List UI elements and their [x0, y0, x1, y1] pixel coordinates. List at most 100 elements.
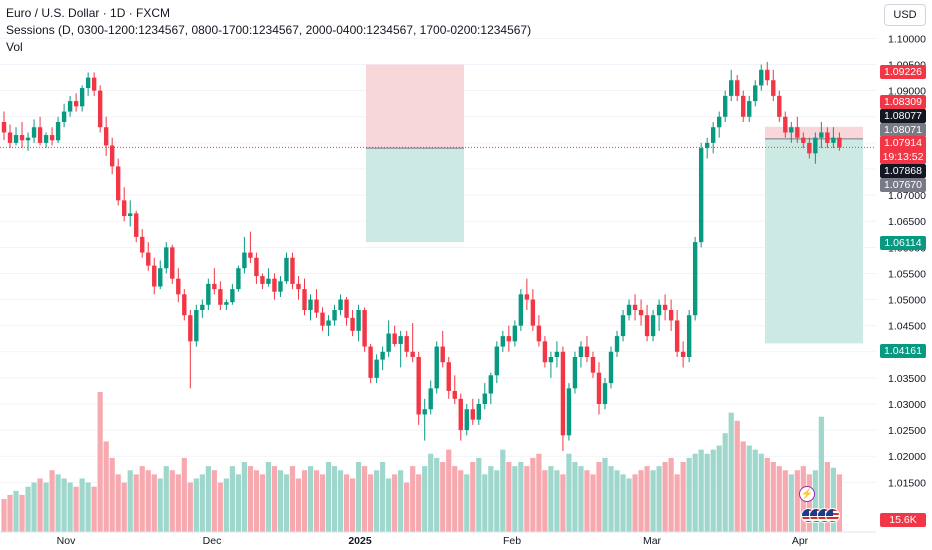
volume-bar [782, 470, 788, 532]
candle-body [729, 80, 734, 96]
candle-body [831, 137, 836, 143]
candle-body [777, 95, 782, 117]
candle-body [771, 80, 776, 96]
volume-bar [175, 474, 181, 532]
volume-bar [67, 482, 73, 532]
volume-bar [85, 482, 91, 532]
volume-bar [566, 453, 572, 532]
candle-body [692, 242, 698, 316]
volume-bar [746, 445, 752, 532]
candle-body [476, 404, 481, 420]
volume-indicator-label[interactable]: Vol [6, 40, 23, 54]
volume-bar [31, 482, 37, 532]
volume-bar [824, 462, 830, 532]
volume-bar [710, 449, 716, 532]
volume-bar [247, 466, 254, 532]
volume-bar [620, 474, 626, 532]
volume-bar [115, 474, 121, 532]
volume-bar [668, 457, 674, 532]
price-label-level-a: 1.08077 [880, 109, 926, 123]
position-tools[interactable] [366, 64, 863, 344]
price-tick-label: 1.03500 [888, 373, 926, 385]
volume-bar [560, 474, 566, 532]
volume-bar [271, 466, 278, 532]
price-tick-label: 1.10000 [888, 33, 926, 45]
candle-body [494, 346, 500, 376]
volume-bar [25, 486, 31, 532]
volume-bar [37, 478, 43, 532]
volume-bar [416, 474, 422, 532]
time-tick-label: 2025 [348, 535, 372, 547]
volume-bar [217, 482, 223, 532]
candle-body [344, 299, 349, 318]
volume-bar [139, 466, 145, 532]
volume-bar [638, 470, 644, 532]
price-axis-bg [878, 0, 932, 550]
volume-bar [368, 474, 374, 532]
volume-bar [788, 474, 794, 532]
price-tick-label: 1.04500 [888, 321, 926, 333]
price-tick-label: 1.01500 [888, 477, 926, 489]
candle-body [602, 383, 608, 404]
volume-bar [704, 453, 710, 532]
volume-bar [818, 416, 824, 532]
candle-body [368, 346, 373, 378]
candle-body [819, 132, 824, 138]
volume-bar [392, 474, 398, 532]
candle-body [428, 388, 433, 410]
sessions-indicator-label[interactable]: Sessions (D, 0300-1200:1234567, 0800-170… [6, 23, 532, 37]
position-stop-zone [765, 126, 863, 139]
volume-bar [193, 478, 199, 532]
volume-bar [343, 474, 350, 532]
candle-body [380, 351, 385, 360]
volume-bar [43, 482, 49, 532]
volume-bar [758, 453, 764, 532]
volume-bar [79, 478, 85, 532]
volume-bar [632, 474, 638, 532]
candle-body [85, 77, 91, 89]
volume-bar [205, 466, 211, 532]
candle-body [170, 247, 175, 279]
lightning-icon[interactable]: ⚡ [799, 486, 815, 502]
price-axis[interactable]: 1.100001.095001.090001.085001.080001.075… [878, 0, 932, 550]
price-tick-label: 1.06500 [888, 216, 926, 228]
candle-body [386, 333, 391, 352]
us-flag-icon[interactable] [825, 508, 840, 523]
candle-body [128, 213, 133, 216]
volume-bar [488, 466, 494, 532]
price-label-level-b: 1.08071 [880, 123, 926, 137]
price-tick-label: 1.03000 [888, 399, 926, 411]
candle-body [440, 346, 445, 363]
symbol-title[interactable]: Euro / U.S. Dollar · 1D · FXCM [6, 6, 171, 20]
volume-bar [199, 474, 205, 532]
candles[interactable] [1, 61, 842, 451]
candle-body [710, 127, 716, 143]
candle-body [25, 137, 31, 141]
volume-bar [398, 470, 404, 532]
time-tick-label: Dec [203, 535, 222, 547]
time-axis[interactable]: Nov Dec 2025 Feb Mar Apr [0, 531, 876, 547]
candle-body [783, 116, 788, 133]
candle-body [584, 346, 590, 357]
volume-bar [590, 474, 596, 532]
volume-bar [428, 453, 434, 532]
volume-bar [656, 466, 662, 532]
volume-bar [470, 462, 476, 532]
candle-body [422, 409, 427, 415]
candle-body [801, 137, 806, 143]
currency-button[interactable]: USD [884, 4, 926, 26]
candle-body [590, 357, 596, 373]
candle-body [626, 304, 632, 316]
candle-body [638, 310, 644, 316]
candle-body [91, 77, 97, 91]
volume-bar [596, 462, 602, 532]
candle-body [813, 137, 818, 154]
volume-bar [764, 457, 770, 532]
volume-bar [1, 499, 7, 532]
candle-body [747, 101, 752, 117]
volume-bar [319, 474, 326, 532]
volume-bar [265, 462, 272, 532]
time-tick-label: Nov [57, 535, 76, 547]
candle-body [650, 315, 656, 337]
